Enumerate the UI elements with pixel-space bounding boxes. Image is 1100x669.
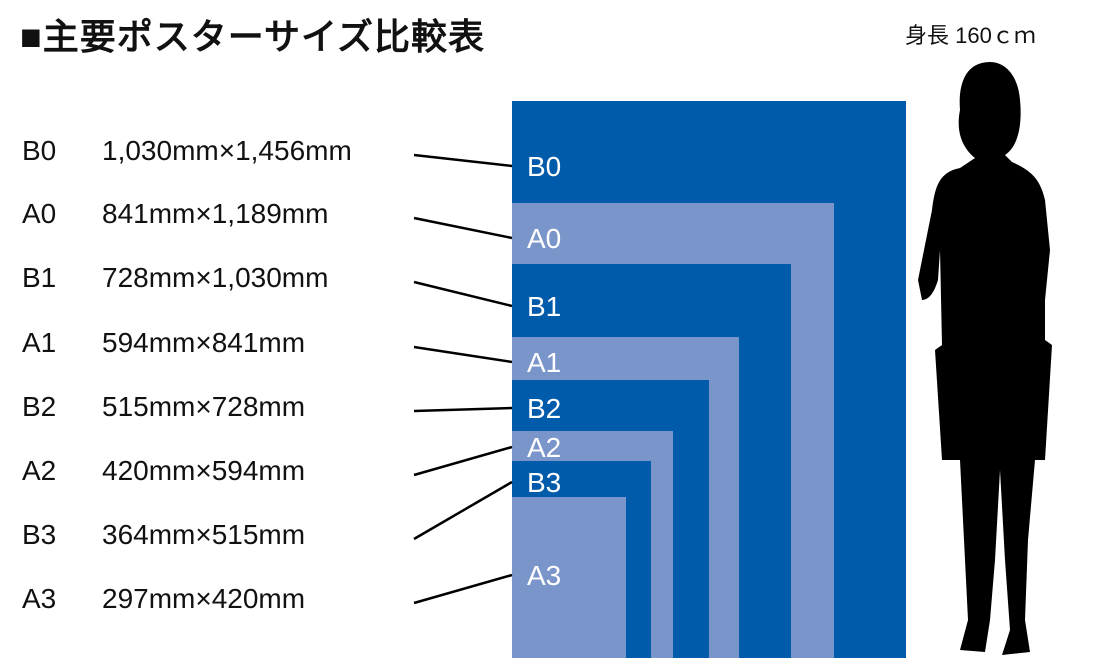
size-dims: 420mm×594mm xyxy=(102,455,306,486)
leader-line-b2 xyxy=(413,406,513,413)
leader-line-b0 xyxy=(413,153,513,168)
size-dims: 515mm×728mm xyxy=(102,391,306,422)
size-dims: 297mm×420mm xyxy=(102,583,306,614)
size-dims: 728mm×1,030mm xyxy=(102,262,329,293)
paper-label-b1: B1 xyxy=(527,291,561,322)
paper-label-a1: A1 xyxy=(527,347,561,378)
size-row-b3: B3 364mm×515mm xyxy=(22,519,305,551)
size-name: B3 xyxy=(22,519,57,550)
height-label: 身長 160ｃｍ xyxy=(905,23,1036,48)
paper-label-a3: A3 xyxy=(527,560,561,591)
page-title: ■主要ポスターサイズ比較表 xyxy=(20,16,485,57)
size-row-a2: A2 420mm×594mm xyxy=(22,455,305,487)
size-name: A3 xyxy=(22,583,57,614)
size-row-b1: B1 728mm×1,030mm xyxy=(22,262,328,294)
leader-line-b1 xyxy=(413,280,513,308)
leader-line-a1 xyxy=(413,345,513,364)
leader-line-b3 xyxy=(413,480,513,541)
size-name: A0 xyxy=(22,198,57,229)
paper-rect-a3 xyxy=(512,497,626,658)
size-dims: 1,030mm×1,456mm xyxy=(102,135,352,166)
woman-silhouette xyxy=(918,62,1052,655)
paper-label-b0: B0 xyxy=(527,151,561,182)
size-name: A2 xyxy=(22,455,57,486)
size-dims: 364mm×515mm xyxy=(102,519,306,550)
size-row-b0: B0 1,030mm×1,456mm xyxy=(22,135,352,167)
leader-line-a3 xyxy=(413,573,513,605)
leader-line-a2 xyxy=(413,445,513,477)
size-row-a3: A3 297mm×420mm xyxy=(22,583,305,615)
size-row-a1: A1 594mm×841mm xyxy=(22,327,305,359)
size-dims: 594mm×841mm xyxy=(102,327,306,358)
size-name: A1 xyxy=(22,327,57,358)
paper-label-a0: A0 xyxy=(527,223,561,254)
size-name: B2 xyxy=(22,391,57,422)
size-row-b2: B2 515mm×728mm xyxy=(22,391,305,423)
size-row-a0: A0 841mm×1,189mm xyxy=(22,198,328,230)
paper-label-a2: A2 xyxy=(527,432,561,463)
size-name: B0 xyxy=(22,135,57,166)
size-name: B1 xyxy=(22,262,57,293)
leader-line-a0 xyxy=(413,216,513,240)
size-dims: 841mm×1,189mm xyxy=(102,198,329,229)
paper-label-b2: B2 xyxy=(527,393,561,424)
paper-label-b3: B3 xyxy=(527,467,561,498)
